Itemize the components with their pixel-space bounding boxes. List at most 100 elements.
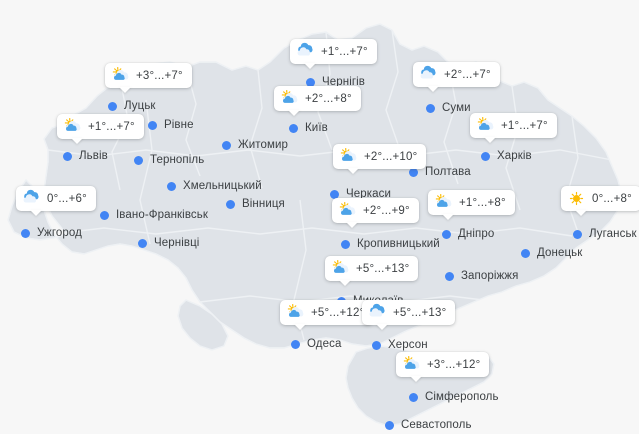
city-marker[interactable]: Донецьк	[521, 247, 582, 259]
city-label: Житомир	[238, 139, 289, 151]
sun-cloud-icon	[112, 66, 129, 80]
city-label: Суми	[442, 102, 471, 114]
city-dot-icon	[445, 271, 454, 281]
forecast-tooltip[interactable]: 0°...+8°	[561, 186, 639, 211]
cloud-icon	[369, 303, 385, 317]
city-label: Кропивницький	[357, 238, 440, 250]
forecast-tooltip[interactable]: +2°...+8°	[274, 86, 361, 111]
forecast-tooltip[interactable]: +2°...+9°	[332, 198, 419, 223]
forecast-tooltip[interactable]: +1°...+7°	[290, 39, 377, 64]
city-label: Донецьк	[537, 247, 583, 259]
forecast-temperature-range: +5°...+13°	[356, 262, 410, 275]
city-marker[interactable]: Вінниця	[226, 198, 285, 210]
city-label: Чернігів	[322, 76, 366, 88]
forecast-tooltip[interactable]: +3°...+7°	[105, 63, 192, 88]
forecast-tooltip[interactable]: +2°...+10°	[333, 144, 427, 169]
city-marker[interactable]: Івано-Франківськ	[100, 209, 208, 221]
city-dot-icon	[108, 101, 117, 111]
city-marker[interactable]: Одеса	[291, 338, 341, 350]
city-marker[interactable]: Севастополь	[385, 419, 472, 431]
city-label: Черкаси	[346, 188, 392, 200]
sun-cloud-icon	[287, 303, 304, 317]
forecast-tooltip[interactable]: +1°...+7°	[57, 114, 144, 139]
sun-cloud-icon	[332, 259, 349, 273]
sun-cloud-icon	[435, 193, 452, 207]
city-marker[interactable]: Луцьк	[108, 100, 156, 112]
forecast-tooltip[interactable]: +1°...+8°	[428, 190, 515, 215]
forecast-temperature-range: 0°...+6°	[47, 192, 87, 205]
city-dot-icon	[409, 392, 418, 402]
oblast-border-2	[249, 69, 263, 189]
city-marker[interactable]: Луганськ	[573, 228, 637, 240]
oblast-border-6	[505, 85, 521, 211]
city-dot-icon	[372, 340, 381, 350]
city-dot-icon	[138, 238, 147, 248]
city-dot-icon	[481, 151, 490, 161]
forecast-temperature-range: +3°...+7°	[136, 69, 183, 82]
forecast-tooltip[interactable]: +1°...+7°	[470, 113, 557, 138]
forecast-temperature-range: +1°...+7°	[88, 120, 135, 133]
city-marker[interactable]: Дніпро	[442, 228, 494, 240]
city-marker[interactable]: Ужгород	[21, 227, 82, 239]
city-label: Львів	[79, 150, 108, 162]
cloud-icon	[23, 189, 39, 203]
city-label: Івано-Франківськ	[116, 209, 208, 221]
city-label: Херсон	[388, 339, 428, 351]
forecast-tooltip[interactable]: +5°...+13°	[325, 256, 419, 281]
city-marker[interactable]: Кропивницький	[341, 238, 440, 250]
city-marker[interactable]: Чернівці	[138, 237, 199, 249]
oblast-border-4	[385, 29, 401, 151]
city-dot-icon	[330, 189, 339, 199]
sun-cloud-icon	[340, 147, 357, 161]
sun-cloud-icon	[339, 201, 356, 215]
city-dot-icon	[289, 123, 298, 133]
city-label: Луцьк	[124, 100, 156, 112]
city-marker[interactable]: Запоріжжя	[445, 270, 518, 282]
city-dot-icon	[426, 103, 435, 113]
city-marker[interactable]: Рівне	[148, 119, 194, 131]
city-dot-icon	[134, 155, 143, 165]
city-label: Одеса	[307, 338, 342, 350]
oblast-border-7	[565, 115, 581, 239]
city-dot-icon	[148, 120, 157, 130]
forecast-tooltip[interactable]: +5°...+12°	[280, 300, 374, 325]
city-marker[interactable]: Суми	[426, 102, 471, 114]
city-dot-icon	[521, 248, 530, 258]
forecast-tooltip[interactable]: +3°...+12°	[396, 352, 490, 377]
city-marker[interactable]: Хмельницький	[167, 180, 262, 192]
city-label: Тернопіль	[150, 154, 205, 166]
city-marker[interactable]: Харків	[481, 150, 532, 162]
forecast-tooltip[interactable]: +2°...+7°	[413, 62, 500, 87]
forecast-temperature-range: +3°...+12°	[427, 358, 481, 371]
sun-icon	[569, 191, 584, 206]
city-label: Дніпро	[458, 228, 495, 240]
city-marker[interactable]: Львів	[63, 150, 108, 162]
city-dot-icon	[21, 228, 30, 238]
city-label: Хмельницький	[183, 180, 262, 192]
city-label: Чернівці	[154, 237, 200, 249]
forecast-temperature-range: 0°...+8°	[592, 192, 632, 205]
city-dot-icon	[409, 167, 418, 177]
forecast-temperature-range: +1°...+7°	[321, 45, 368, 58]
forecast-tooltip[interactable]: +5°...+13°	[362, 300, 456, 325]
city-marker[interactable]: Київ	[289, 122, 328, 134]
forecast-temperature-range: +2°...+7°	[444, 68, 491, 81]
city-marker[interactable]: Тернопіль	[134, 154, 204, 166]
city-dot-icon	[306, 77, 315, 87]
city-dot-icon	[385, 420, 394, 430]
city-marker[interactable]: Чернігів	[306, 76, 365, 88]
city-dot-icon	[291, 339, 300, 349]
city-marker[interactable]: Полтава	[409, 166, 471, 178]
city-dot-icon	[222, 140, 231, 150]
city-marker[interactable]: Херсон	[372, 339, 428, 351]
forecast-tooltip[interactable]: 0°...+6°	[16, 186, 96, 211]
city-dot-icon	[341, 239, 350, 249]
city-marker[interactable]: Житомир	[222, 139, 288, 151]
city-marker[interactable]: Черкаси	[330, 188, 391, 200]
city-marker[interactable]: Сімферополь	[409, 391, 499, 403]
forecast-temperature-range: +2°...+9°	[363, 204, 410, 217]
sun-cloud-icon	[477, 116, 494, 130]
city-dot-icon	[442, 229, 451, 239]
